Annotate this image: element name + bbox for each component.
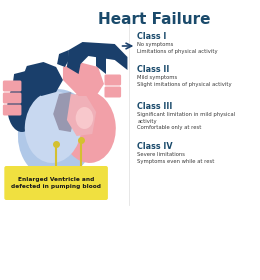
Text: Class III: Class III — [137, 102, 173, 111]
Text: Class IV: Class IV — [137, 142, 173, 151]
FancyBboxPatch shape — [105, 87, 121, 97]
Text: Heart Failure: Heart Failure — [98, 12, 210, 27]
FancyBboxPatch shape — [3, 81, 21, 92]
Text: Class II: Class II — [137, 65, 170, 74]
Ellipse shape — [7, 82, 37, 132]
Polygon shape — [63, 62, 104, 96]
Text: Significant limitation in mild physical
activity
Comfortable only at rest: Significant limitation in mild physical … — [137, 112, 235, 130]
Polygon shape — [57, 50, 69, 67]
Polygon shape — [96, 50, 106, 74]
Ellipse shape — [76, 107, 93, 129]
Text: Mild symptoms
Slight imitations of physical activity: Mild symptoms Slight imitations of physi… — [137, 75, 232, 87]
Polygon shape — [67, 94, 96, 136]
Text: Severe limitations
Symptoms even while at rest: Severe limitations Symptoms even while a… — [137, 152, 214, 164]
Polygon shape — [53, 92, 77, 132]
Polygon shape — [67, 42, 127, 74]
Text: Class I: Class I — [137, 32, 167, 41]
FancyBboxPatch shape — [3, 104, 21, 116]
Text: No symptoms
Limitations of physical activity: No symptoms Limitations of physical acti… — [137, 42, 218, 53]
FancyBboxPatch shape — [4, 166, 108, 200]
FancyBboxPatch shape — [3, 92, 21, 104]
Text: Enlarged Ventricle and
defected in pumping blood: Enlarged Ventricle and defected in pumpi… — [11, 177, 101, 189]
FancyBboxPatch shape — [105, 74, 121, 85]
Polygon shape — [10, 70, 43, 112]
Ellipse shape — [25, 91, 82, 163]
Ellipse shape — [18, 89, 94, 179]
Ellipse shape — [61, 91, 116, 163]
Polygon shape — [20, 62, 63, 96]
